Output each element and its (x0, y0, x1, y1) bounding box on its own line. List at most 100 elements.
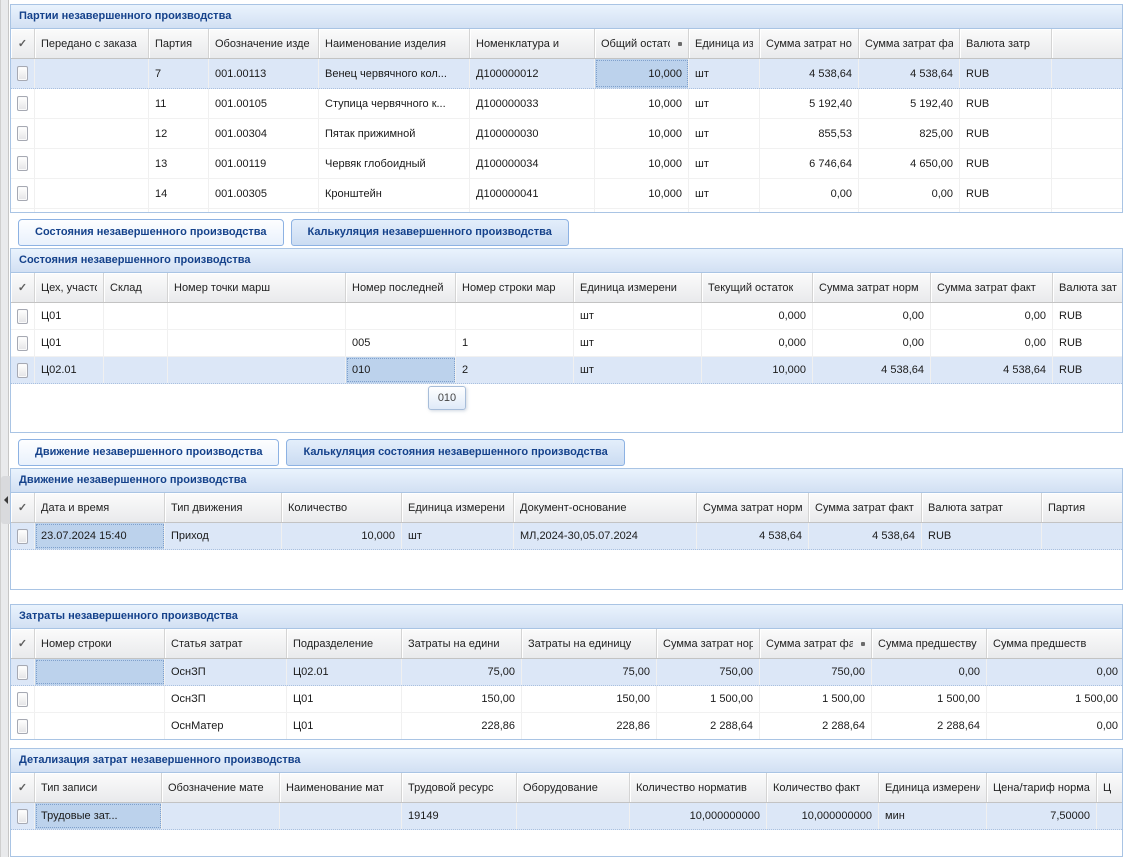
grid-cell[interactable]: RUB (960, 149, 1052, 178)
grid-cell[interactable] (1052, 89, 1122, 118)
grid-cell[interactable]: 0,00 (931, 303, 1053, 329)
grid-cell[interactable] (517, 803, 630, 829)
grid-cell[interactable] (346, 303, 456, 329)
grid-cell[interactable]: Ц01 (287, 713, 402, 739)
row-select-cell[interactable] (11, 713, 35, 739)
grid-cell[interactable]: 4 538,64 (859, 59, 960, 88)
grid-cell[interactable]: шт (689, 59, 760, 88)
grid-cell[interactable]: Приход (165, 523, 282, 549)
row-checkbox[interactable] (17, 335, 28, 351)
grid-cell[interactable]: RUB (1053, 357, 1122, 383)
grid-cell[interactable]: 11 (149, 89, 209, 118)
table-row[interactable]: Ц01 шт 0,000 0,00 0,00 RUB (11, 303, 1122, 330)
grid-cell[interactable]: 150,00 (402, 686, 522, 712)
table-row[interactable]: ОснЗП Ц02.01 75,00 75,00 750,00 750,00 0,00 0,0… (11, 659, 1122, 686)
grid-cell[interactable]: Ступица червячного к... (319, 89, 470, 118)
grid-cell[interactable]: 750,00 (657, 659, 760, 685)
grid-cell[interactable] (456, 303, 574, 329)
grid-cell[interactable]: шт (574, 303, 702, 329)
column-header[interactable]: Единица измерени (879, 773, 987, 802)
table-row[interactable]: 7 001.00113 Венец червячного кол... Д100000… (11, 59, 1122, 89)
grid-cell[interactable]: Трудовые зат... (35, 803, 162, 829)
column-header[interactable]: Валюта зат (1053, 273, 1122, 302)
grid-cell[interactable]: 4 538,64 (931, 357, 1053, 383)
grid-cell[interactable]: 005 (346, 330, 456, 356)
grid-cell[interactable]: шт (574, 357, 702, 383)
grid-cell[interactable] (280, 803, 402, 829)
table-row[interactable]: 12 001.00304 Пятак прижимной Д100000030 10,0… (11, 119, 1122, 149)
column-header[interactable]: Партия (149, 29, 209, 58)
column-header[interactable]: Передано с заказа (35, 29, 149, 58)
column-header[interactable]: Валюта затрат (922, 493, 1042, 522)
row-select-cell[interactable] (11, 179, 35, 208)
grid-cell[interactable]: 5 192,40 (859, 89, 960, 118)
column-header[interactable]: Номер последней (346, 273, 456, 302)
grid-cell[interactable]: 83 850,01 (859, 209, 960, 212)
column-header[interactable]: Обозначение изде (209, 29, 319, 58)
splitter-collapse-handle[interactable] (1, 476, 10, 524)
grid-cell[interactable]: шт (689, 209, 760, 212)
column-header[interactable]: Сумма затрат норм (657, 629, 760, 658)
column-header[interactable]: Тип записи (35, 773, 162, 802)
grid-cell[interactable]: 7 (149, 59, 209, 88)
grid-cell[interactable]: RUB (922, 523, 1042, 549)
column-header[interactable]: Подразделение (287, 629, 402, 658)
column-header[interactable]: Дата и время (35, 493, 165, 522)
column-header[interactable]: Количество факт (767, 773, 879, 802)
grid-cell[interactable]: ОснЗП (165, 659, 287, 685)
grid-cell[interactable]: 0,00 (987, 713, 1122, 739)
grid-cell[interactable]: 010 (346, 357, 456, 383)
column-header[interactable]: Количество (282, 493, 402, 522)
row-checkbox[interactable] (17, 156, 28, 171)
column-header[interactable]: Сумма предшеству (872, 629, 987, 658)
grid-cell[interactable] (1052, 209, 1122, 212)
column-header[interactable]: Текущий остаток (702, 273, 813, 302)
grid-cell[interactable] (168, 303, 346, 329)
grid-cell[interactable]: 5 192,40 (760, 89, 859, 118)
grid-cell[interactable]: 13 (149, 149, 209, 178)
grid-cell[interactable]: шт (689, 119, 760, 148)
row-select-cell[interactable] (11, 119, 35, 148)
column-header[interactable]: Номер точки марш (168, 273, 346, 302)
grid-cell[interactable]: 80,000 (595, 209, 689, 212)
grid-cell[interactable]: 855,53 (760, 119, 859, 148)
column-header[interactable]: Наименование изделия (319, 29, 470, 58)
column-header[interactable]: Цех, участок (35, 273, 104, 302)
grid-cell[interactable] (35, 89, 149, 118)
grid-cell[interactable]: ОснМатер (165, 713, 287, 739)
grid-cell[interactable]: 0,000 (702, 303, 813, 329)
grid-cell[interactable]: 4 538,64 (697, 523, 809, 549)
grid-cell[interactable]: 83 850,01 (760, 209, 859, 212)
column-header[interactable]: Валюта затр (960, 29, 1052, 58)
select-all-column-header[interactable]: ✓ (11, 493, 35, 522)
column-header[interactable]: Оборудование (517, 773, 630, 802)
grid-cell[interactable]: 0,00 (931, 330, 1053, 356)
column-header[interactable]: Сумма затрат факт (859, 29, 960, 58)
table-row[interactable]: 23.07.2024 15:40 Приход 10,000 шт МЛ,2024-30… (11, 523, 1122, 550)
grid-cell[interactable] (35, 179, 149, 208)
grid-cell[interactable]: 2 288,64 (657, 713, 760, 739)
grid-cell[interactable]: 2 (456, 357, 574, 383)
column-header[interactable]: Номер строки мар (456, 273, 574, 302)
grid-cell[interactable]: 001.00105 (209, 89, 319, 118)
grid-cell[interactable]: 15 (149, 209, 209, 212)
row-select-cell[interactable] (11, 523, 35, 549)
tab-active[interactable]: Движение незавершенного производства (18, 439, 280, 466)
column-header[interactable]: Количество норматив (630, 773, 767, 802)
grid-cell[interactable]: 001.00113 (209, 59, 319, 88)
row-checkbox[interactable] (17, 691, 28, 707)
column-header[interactable]: Цена/тариф норма (987, 773, 1097, 802)
row-checkbox[interactable] (17, 308, 28, 324)
column-header[interactable]: Склад (104, 273, 168, 302)
tab-inactive[interactable]: Калькуляция незавершенного производства (290, 219, 569, 246)
row-select-cell[interactable] (11, 686, 35, 712)
grid-cell[interactable]: 10,000 (282, 523, 402, 549)
grid-cell[interactable]: Ц01 (287, 686, 402, 712)
grid-cell[interactable]: 0,000 (702, 330, 813, 356)
row-checkbox[interactable] (17, 808, 28, 824)
grid-cell[interactable]: 001.00304 (209, 119, 319, 148)
grid-cell[interactable]: 0,00 (859, 179, 960, 208)
grid-cell[interactable] (104, 330, 168, 356)
grid-cell[interactable]: Ц01 (35, 330, 104, 356)
grid-cell[interactable] (104, 357, 168, 383)
